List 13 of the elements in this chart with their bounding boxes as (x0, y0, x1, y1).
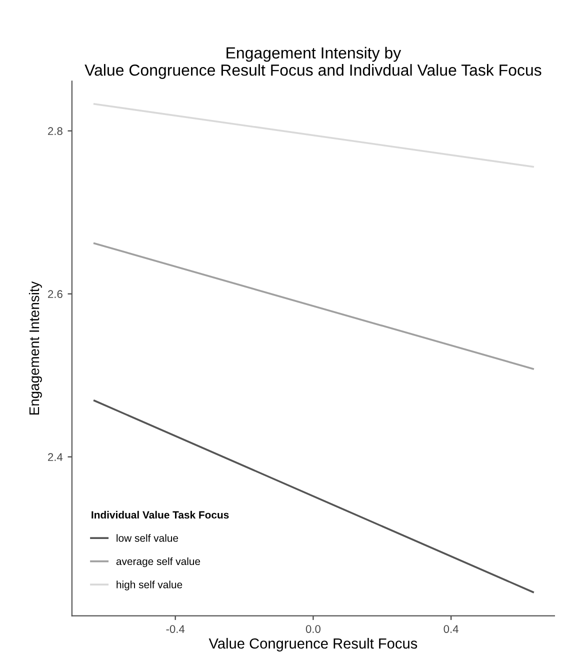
legend-label: low self value (116, 534, 178, 542)
y-tick-label: 2.8 (48, 127, 62, 136)
legend-label: average self value (116, 557, 200, 568)
y-axis-title: Engagement Intensity (28, 281, 42, 415)
x-axis-title: Value Congruence Result Focus (208, 638, 418, 652)
x-tick-label: -0.4 (166, 625, 185, 633)
x-tick-label: 0.0 (306, 625, 320, 633)
x-tick-label: 0.4 (444, 625, 458, 633)
legend-title: Individual Value Task Focus (92, 510, 229, 519)
legend-label: high self value (116, 580, 182, 590)
chart-title: Engagement Intensity by Value Congruence Result Focus and Indivdual Value Task Focus (84, 46, 542, 79)
y-tick-label: 2.4 (48, 453, 63, 461)
y-tick-label: 2.6 (48, 290, 62, 298)
